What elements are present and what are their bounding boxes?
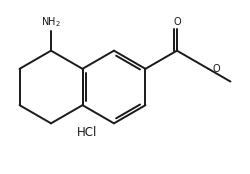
Text: HCl: HCl bbox=[77, 126, 98, 139]
Text: O: O bbox=[213, 64, 220, 74]
Text: O: O bbox=[173, 17, 181, 27]
Text: NH$_2$: NH$_2$ bbox=[41, 15, 61, 29]
